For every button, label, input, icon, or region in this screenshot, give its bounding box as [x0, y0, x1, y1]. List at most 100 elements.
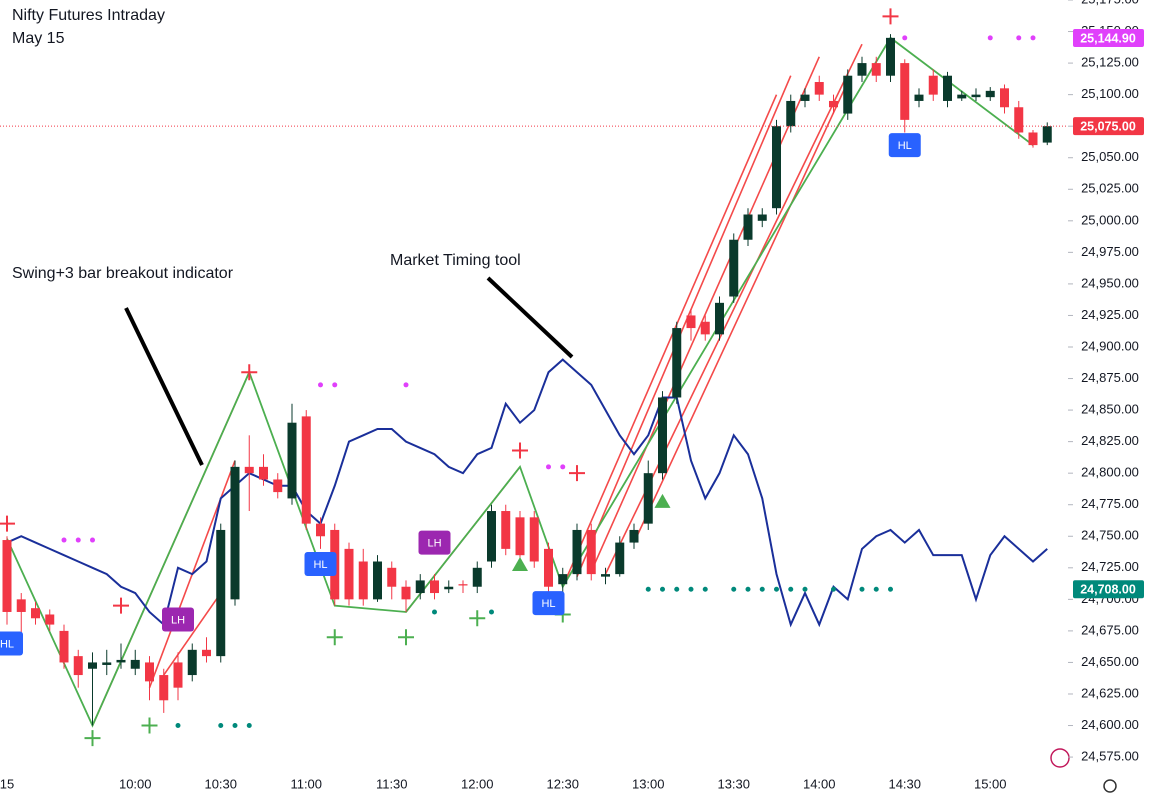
annotation-pointer — [486, 276, 574, 359]
swing-cross — [241, 364, 258, 381]
level-dot — [403, 382, 409, 388]
candle-body — [843, 75, 853, 114]
candle-body — [187, 649, 197, 676]
candle-body — [700, 321, 710, 335]
candle-body — [401, 586, 411, 600]
annotation: Swing+3 bar breakout indicator — [12, 265, 234, 282]
status-icon[interactable] — [1050, 748, 1070, 768]
candle-body — [472, 567, 482, 587]
candle-body — [430, 580, 439, 594]
level-dot — [902, 35, 908, 41]
level-dot — [432, 609, 437, 615]
x-tick-label: 14:00 — [803, 776, 836, 791]
breakout-line — [576, 75, 792, 577]
x-tick-label: 12:30 — [546, 776, 579, 791]
y-tick-label: 24,975.00 — [1081, 244, 1139, 259]
level-dot — [318, 382, 323, 388]
y-tick-label: 24,900.00 — [1081, 338, 1139, 353]
pattern-label: HL — [313, 559, 327, 571]
candle-body — [558, 574, 568, 585]
y-tick-label: 24,825.00 — [1081, 433, 1139, 448]
level-dot — [987, 35, 993, 41]
candle-body — [686, 315, 696, 329]
candle-body — [216, 529, 226, 657]
level-dot — [645, 586, 651, 592]
level-dot — [759, 586, 765, 592]
candle-body — [829, 100, 838, 108]
breakout-line — [590, 56, 820, 572]
price-tag — [1073, 28, 1144, 47]
price-tag-label: 25,075.00 — [1080, 119, 1136, 133]
swing-cross — [882, 8, 899, 25]
candle-body — [529, 517, 539, 562]
breakout-triangle — [654, 493, 671, 508]
level-dot — [888, 586, 893, 592]
candle-body — [244, 466, 254, 474]
candle-body — [715, 302, 724, 335]
candle-body — [59, 630, 69, 663]
candle-body — [928, 75, 938, 95]
annotation: Market Timing tool — [390, 252, 521, 269]
candle-body — [387, 567, 397, 587]
y-tick-label: 25,125.00 — [1081, 55, 1139, 70]
y-tick-label: 24,950.00 — [1081, 275, 1139, 290]
level-dot — [688, 586, 694, 592]
chart-title: Nifty Futures Intraday — [12, 7, 165, 24]
level-dot — [831, 586, 836, 592]
chart-subtitle: May 15 — [12, 30, 65, 47]
candle-body — [88, 662, 97, 669]
level-dot — [75, 537, 81, 543]
candle-body — [116, 659, 126, 663]
candle-body — [985, 90, 995, 98]
candle-body — [230, 466, 240, 600]
candle-body — [943, 75, 952, 101]
price-tag — [1073, 580, 1144, 599]
x-tick-label: 10:00 — [119, 776, 152, 791]
level-dot — [546, 464, 551, 470]
y-tick-label: 24,575.00 — [1081, 749, 1139, 764]
candle-body — [287, 422, 297, 499]
y-tick-label: 24,925.00 — [1081, 307, 1139, 322]
candle-body — [344, 548, 354, 600]
swing-cross — [469, 610, 486, 627]
candle-body — [501, 511, 511, 549]
candle-body — [672, 328, 682, 398]
candle-body — [914, 94, 924, 101]
candle-body — [743, 214, 753, 240]
y-tick-label: 24,725.00 — [1081, 559, 1139, 574]
pattern-label-box — [0, 631, 23, 656]
candle-body — [1000, 88, 1009, 108]
y-tick-label: 25,025.00 — [1081, 181, 1139, 196]
y-tick-label: 24,675.00 — [1081, 622, 1139, 637]
breakout-triangle — [512, 557, 528, 572]
y-tick-label: 25,175.00 — [1081, 0, 1139, 6]
y-tick-label: 24,775.00 — [1081, 496, 1139, 511]
candle-body — [971, 94, 981, 98]
pattern-label: HL — [898, 140, 912, 152]
level-dot — [745, 586, 751, 592]
x-tick-label: 11:30 — [376, 776, 408, 791]
candle-body — [458, 584, 468, 586]
candle-body — [871, 63, 881, 76]
swing-cross — [512, 442, 528, 459]
candle-body — [159, 675, 169, 701]
timing-line — [6, 358, 1048, 628]
pattern-label-box — [888, 133, 921, 158]
level-dot — [218, 723, 224, 729]
level-dot — [175, 723, 181, 729]
settings-icon[interactable] — [1103, 779, 1117, 793]
pattern-label-box — [304, 552, 337, 577]
x-tick-label: 10:30 — [204, 776, 237, 791]
candle-body — [316, 523, 325, 537]
candle-body — [586, 529, 596, 575]
price-tag — [1073, 117, 1144, 136]
candle-body — [301, 416, 311, 524]
breakout-line — [562, 94, 778, 588]
pattern-label: LH — [171, 614, 185, 626]
swing-cross — [326, 629, 343, 646]
candle-body — [202, 649, 211, 657]
x-tick-label: 15:00 — [974, 776, 1007, 791]
pattern-label: HL — [0, 638, 14, 650]
candle-body — [1028, 132, 1038, 146]
level-dot — [232, 723, 238, 729]
